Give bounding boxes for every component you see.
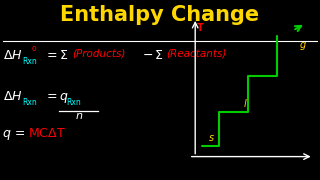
Text: Rxn: Rxn — [67, 98, 81, 107]
Text: $\Sigma$: $\Sigma$ — [59, 49, 68, 62]
Text: n: n — [75, 111, 82, 121]
Text: $\Delta H$: $\Delta H$ — [3, 90, 23, 103]
Text: T: T — [197, 22, 204, 33]
Text: =: = — [46, 90, 57, 103]
Text: Rxn: Rxn — [22, 98, 36, 107]
Text: $\Delta H$: $\Delta H$ — [3, 49, 23, 62]
Text: g: g — [299, 40, 306, 50]
Text: (Reactants): (Reactants) — [166, 49, 227, 59]
Text: s: s — [209, 133, 214, 143]
Text: =: = — [46, 49, 57, 62]
Text: q: q — [59, 90, 67, 103]
Text: l: l — [244, 99, 247, 109]
Text: MC$\Delta$T: MC$\Delta$T — [28, 127, 66, 140]
Text: −: − — [142, 49, 153, 62]
Text: (Products): (Products) — [72, 49, 125, 59]
Text: Rxn: Rxn — [22, 57, 36, 66]
Text: Enthalpy Change: Enthalpy Change — [60, 5, 260, 25]
Text: $\Sigma$: $\Sigma$ — [154, 49, 163, 62]
Text: o: o — [31, 44, 36, 53]
Text: q =: q = — [3, 127, 29, 140]
